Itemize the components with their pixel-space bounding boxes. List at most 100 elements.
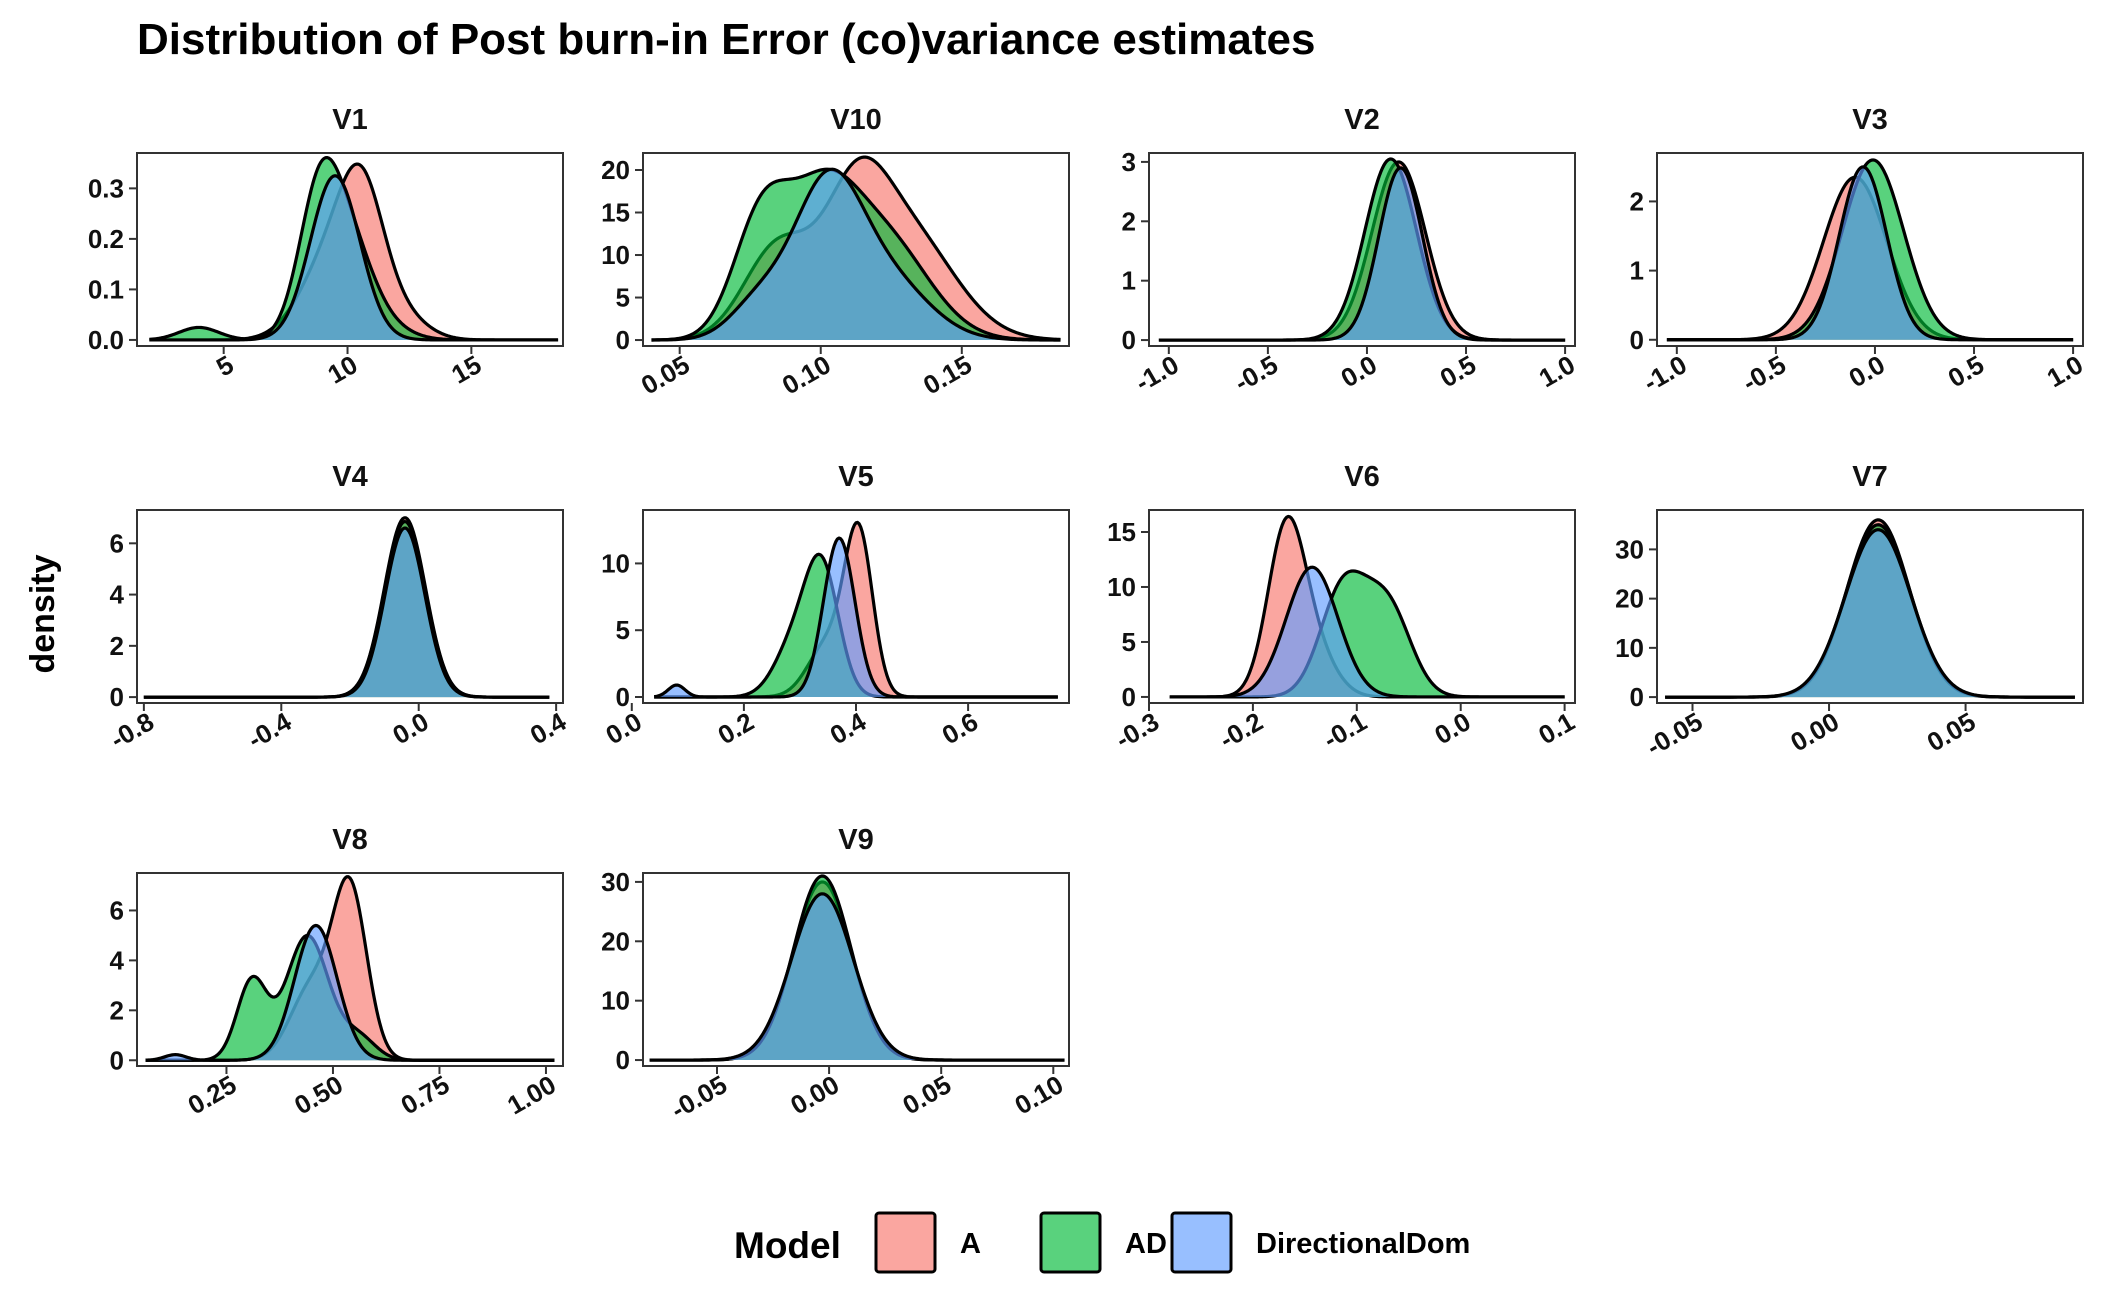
panel-v9: V9 0 10 20 30 -0.05 0.00 0.05 0.10 (601, 824, 1070, 1125)
y-tick-label-v6: 0 (1122, 682, 1136, 712)
density-line-v10-directionaldom (651, 167, 1061, 342)
y-tick-label-v8: 2 (110, 995, 124, 1025)
panel-v5: V5 0 5 10 0.0 0.2 0.4 0.6 (600, 461, 1070, 750)
densities-v4 (143, 516, 550, 699)
legend-key-a (874, 1211, 937, 1274)
x-tick-label-v3: -0.5 (1737, 349, 1791, 397)
x-tick-label-v10: 0.10 (777, 349, 836, 400)
densities-v1 (149, 155, 559, 342)
y-tick-label-v7: 20 (1615, 584, 1644, 614)
x-tick-label-v6: 0.1 (1533, 706, 1579, 750)
panel-title-v6: V6 (1344, 461, 1379, 493)
y-tick-label-v4: 4 (110, 580, 125, 610)
panel-title-v2: V2 (1344, 104, 1379, 136)
y-tick-label-v2: 0 (1122, 325, 1136, 355)
panel-title-v7: V7 (1852, 461, 1887, 493)
y-tick-label-v4: 0 (110, 682, 124, 712)
density-area-v8-ad (145, 935, 555, 1061)
y-tick-label-v1: 0.0 (88, 325, 124, 355)
y-tick-label-v8: 4 (110, 945, 125, 975)
panel-v1: V1 0.0 0.1 0.2 0.3 5 10 15 (88, 104, 564, 390)
y-tick-label-v10: 0 (616, 325, 630, 355)
x-tick-label-v2: -0.5 (1229, 349, 1283, 397)
densities-v9 (649, 874, 1065, 1062)
panel-title-v3: V3 (1852, 104, 1887, 136)
panel-v7: V7 0 10 20 30 -0.05 0.00 0.05 (1615, 461, 2084, 762)
legend-label-a: A (960, 1228, 981, 1260)
panel-title-v9: V9 (838, 824, 873, 856)
density-line-v10-ad (651, 167, 1061, 342)
y-tick-label-v7: 0 (1630, 682, 1644, 712)
legend-label-ad: AD (1125, 1228, 1167, 1260)
y-tick-label-v1: 0.1 (88, 274, 124, 304)
y-tick-label-v2: 1 (1122, 266, 1136, 296)
x-tick-label-v4: 0.0 (387, 706, 433, 750)
x-tick-label-v6: 0.0 (1429, 706, 1475, 750)
x-tick-label-v1: 15 (446, 349, 486, 389)
x-tick-label-v8: 0.50 (289, 1069, 348, 1120)
y-axis-label: density (24, 554, 62, 673)
density-line-v5-directionaldom (653, 536, 1058, 699)
y-tick-label-v6: 5 (1122, 627, 1136, 657)
panel-title-v4: V4 (332, 461, 367, 493)
legend-item-ad: AD (1039, 1211, 1167, 1274)
y-tick-label-v1: 0.3 (88, 173, 124, 203)
x-tick-label-v5: 0.2 (713, 706, 759, 750)
density-line-v3-directionaldom (1666, 165, 2074, 342)
x-tick-label-v3: 0.0 (1844, 349, 1890, 393)
y-tick-label-v1: 0.2 (88, 224, 124, 254)
y-tick-label-v10: 15 (601, 198, 630, 228)
y-tick-label-v9: 10 (601, 986, 630, 1016)
panel-border-v10 (642, 152, 1070, 347)
panel-v8: V8 0 2 4 6 0.25 0.50 0.75 1.00 (110, 824, 564, 1121)
y-tick-label-v3: 0 (1630, 325, 1644, 355)
densities-v3 (1666, 158, 2074, 342)
density-line-v8-directionaldom (145, 923, 555, 1062)
density-line-v4-directionaldom (143, 526, 550, 699)
x-tick-label-v6: -0.2 (1214, 706, 1268, 754)
density-line-v2-directionaldom (1158, 166, 1566, 342)
x-tick-label-v6: -0.1 (1318, 706, 1372, 754)
panel-border-v1 (136, 152, 564, 347)
x-tick-label-v10: 0.05 (636, 349, 695, 400)
panel-v4: V4 0 2 4 6 -0.8 -0.4 0.0 0.4 (105, 461, 572, 755)
y-tick-label-v3: 2 (1630, 186, 1644, 216)
densities-v7 (1665, 518, 2075, 699)
panel-v2: V2 0 1 2 3 -1.0 -0.5 0.0 0.5 1.0 (1122, 104, 1581, 398)
y-tick-label-v2: 3 (1122, 147, 1136, 177)
legend-key-directionaldom (1170, 1211, 1233, 1274)
densities-v2 (1158, 157, 1566, 342)
chart-title: Distribution of Post burn-in Error (co)v… (137, 15, 1315, 64)
x-tick-label-v7: 0.00 (1785, 706, 1844, 757)
density-line-v1-directionaldom (149, 174, 559, 342)
x-tick-label-v1: 5 (211, 349, 239, 382)
density-area-v9-directionaldom (649, 893, 1065, 1061)
x-tick-label-v9: 0.10 (1009, 1069, 1068, 1120)
density-area-v8-directionaldom (145, 925, 555, 1061)
y-tick-label-v10: 20 (601, 155, 630, 185)
panel-background-v4 (137, 510, 563, 703)
panel-title-v1: V1 (332, 104, 367, 136)
panel-v3: V3 0 1 2 -1.0 -0.5 0.0 0.5 1.0 (1630, 104, 2089, 398)
y-tick-label-v8: 0 (110, 1045, 124, 1075)
x-tick-label-v1: 10 (322, 349, 362, 389)
density-line-v6-directionaldom (1169, 565, 1565, 699)
panel-border-v2 (1148, 152, 1576, 347)
panel-border-v7 (1656, 509, 2084, 704)
y-tick-label-v7: 30 (1615, 534, 1644, 564)
densities-v8 (145, 875, 555, 1062)
y-tick-label-v7: 10 (1615, 633, 1644, 663)
x-tick-label-v9: -0.05 (666, 1069, 732, 1125)
x-tick-label-v4: 0.4 (525, 706, 572, 750)
y-tick-label-v8: 6 (110, 895, 124, 925)
panel-border-v8 (136, 872, 564, 1067)
densities-v10 (651, 155, 1061, 342)
x-tick-label-v9: 0.05 (897, 1069, 956, 1120)
panel-title-v10: V10 (830, 104, 882, 136)
x-tick-label-v6: -0.3 (1110, 706, 1164, 754)
density-area-v6-ad (1169, 570, 1565, 697)
panel-border-v6 (1148, 509, 1576, 704)
density-area-v8-a (145, 876, 555, 1061)
